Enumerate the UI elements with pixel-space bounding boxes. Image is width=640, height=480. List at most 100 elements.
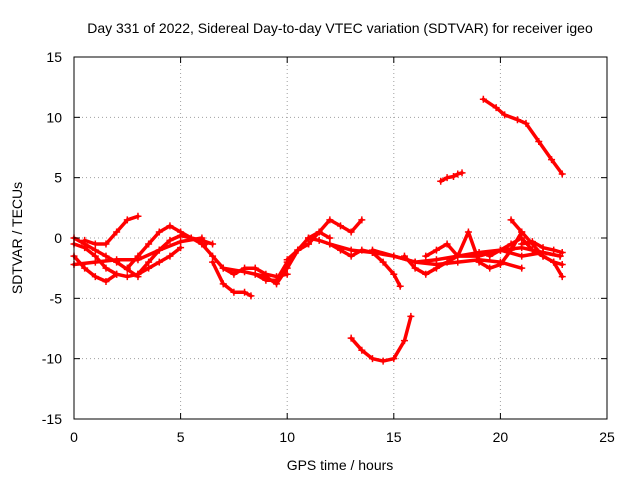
data-point xyxy=(102,277,110,285)
data-point xyxy=(347,228,355,236)
data-point xyxy=(315,228,323,236)
data-point xyxy=(113,270,121,278)
data-point xyxy=(347,246,355,254)
data-point xyxy=(535,137,543,145)
series-arc-12 xyxy=(283,216,366,264)
data-point xyxy=(91,252,99,260)
data-point xyxy=(432,264,440,272)
data-point xyxy=(518,228,526,236)
data-point xyxy=(443,258,451,266)
data-point xyxy=(443,174,451,182)
data-point xyxy=(558,248,566,256)
data-point xyxy=(166,236,174,244)
axis-ticks xyxy=(73,56,608,420)
data-point xyxy=(432,246,440,254)
data-point xyxy=(273,276,281,284)
y-tick-label: -5 xyxy=(50,290,63,306)
data-point xyxy=(91,246,99,254)
data-point xyxy=(102,252,110,260)
data-point xyxy=(379,258,387,266)
data-point xyxy=(209,258,217,266)
data-point xyxy=(145,258,153,266)
data-point xyxy=(518,240,526,248)
data-point xyxy=(187,234,195,242)
data-point xyxy=(539,252,547,260)
x-tick-label: 25 xyxy=(599,429,615,445)
data-point xyxy=(400,252,408,260)
data-point xyxy=(528,238,536,246)
data-point xyxy=(507,246,515,254)
data-point xyxy=(400,337,408,345)
data-point xyxy=(558,170,566,178)
data-point xyxy=(326,234,334,242)
data-point xyxy=(518,234,526,242)
data-point xyxy=(166,252,174,260)
data-point xyxy=(443,240,451,248)
data-point xyxy=(251,270,259,278)
data-point xyxy=(411,264,419,272)
x-tick-label: 10 xyxy=(279,429,295,445)
data-point xyxy=(513,116,521,124)
data-point xyxy=(91,240,99,248)
data-point xyxy=(134,270,142,278)
data-point xyxy=(539,244,547,252)
data-point xyxy=(337,222,344,230)
data-point xyxy=(528,246,536,254)
data-point xyxy=(102,240,110,248)
data-point xyxy=(241,268,249,276)
x-tick-label: 5 xyxy=(177,429,185,445)
data-point xyxy=(283,256,291,264)
data-point xyxy=(177,238,185,246)
data-point xyxy=(368,355,376,363)
data-point xyxy=(479,95,487,103)
data-point xyxy=(486,264,494,272)
data-point xyxy=(113,228,121,236)
series-line xyxy=(328,242,524,270)
data-point xyxy=(177,244,185,252)
data-point xyxy=(326,216,334,224)
data-point xyxy=(550,258,558,266)
y-tick-label: -15 xyxy=(42,411,62,427)
data-point xyxy=(81,236,89,244)
data-point xyxy=(518,252,526,260)
data-point xyxy=(262,276,270,284)
y-tick-label: -10 xyxy=(42,351,62,367)
series-arc-9 xyxy=(209,258,255,300)
data-point xyxy=(91,273,99,281)
data-point xyxy=(454,252,462,260)
data-point xyxy=(219,264,227,272)
data-point xyxy=(294,246,302,254)
data-point xyxy=(390,270,398,278)
chart-title: Day 331 of 2022, Sidereal Day-to-day VTE… xyxy=(87,20,593,36)
data-point xyxy=(155,258,163,266)
data-point xyxy=(134,252,142,260)
data-point xyxy=(230,270,238,278)
data-point xyxy=(507,216,515,224)
data-point xyxy=(209,240,217,248)
data-point xyxy=(347,252,355,260)
data-point xyxy=(390,355,398,363)
data-point xyxy=(458,169,466,177)
data-point xyxy=(496,261,504,269)
data-point xyxy=(166,222,174,230)
data-point xyxy=(507,240,515,248)
series-line xyxy=(424,230,524,270)
data-point xyxy=(305,240,313,248)
y-tick-label: 15 xyxy=(46,49,62,65)
data-point xyxy=(134,212,142,220)
data-point xyxy=(123,273,131,281)
series-line xyxy=(285,218,364,262)
series-arc-6 xyxy=(123,222,217,272)
data-point xyxy=(91,258,99,266)
data-point xyxy=(558,273,566,281)
y-tick-label: 5 xyxy=(54,170,62,186)
y-axis-label: SDTVAR / TECUs xyxy=(9,182,25,294)
data-point xyxy=(522,119,530,127)
data-point xyxy=(550,246,558,254)
series-arc-19 xyxy=(437,169,466,185)
data-point xyxy=(422,252,430,260)
data-point xyxy=(449,172,457,180)
data-point xyxy=(123,216,131,224)
series-line xyxy=(481,97,564,176)
